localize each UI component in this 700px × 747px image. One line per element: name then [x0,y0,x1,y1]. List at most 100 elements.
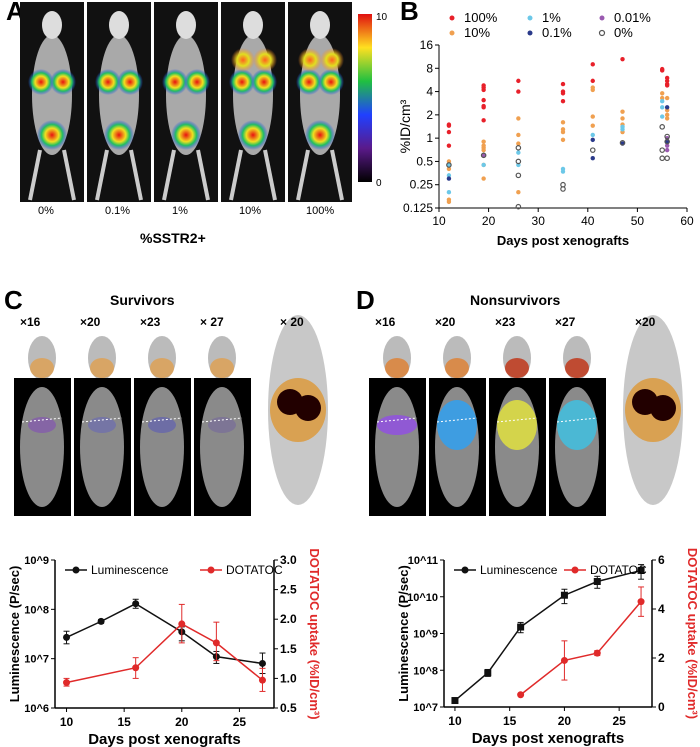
data-point [560,91,566,96]
data-point [212,639,220,647]
mouse-skull [109,11,129,39]
mouse-leg [28,149,42,201]
legend-label: 0.1% [542,25,572,40]
magnification-label: ×16 [20,315,41,329]
bladder-uptake [104,120,134,150]
x-tick-label: 25 [233,715,247,729]
tumor-margin-line [81,417,123,423]
data-point [659,147,666,153]
data-point [481,176,486,181]
data-point [515,203,522,210]
kidney-uptake [95,69,121,95]
data-point [515,145,522,151]
y-tick-label: 1 [426,131,433,145]
x-tick-label: 40 [581,214,595,228]
legend-label: 10% [464,25,490,40]
y-axis-label: Luminescence (P/sec) [396,565,411,702]
small-mouse-uptake [210,358,234,378]
y-tick-label: 16 [420,38,434,52]
mouse-leg [229,149,243,201]
panel-a-pet-images: 10 0 [20,2,388,202]
y-tick-label: 10^9 [24,555,49,567]
data-point [446,162,452,168]
y-tick-label: 2 [426,108,433,122]
data-point [664,139,670,144]
y-axis-label: Luminescence (P/sec) [7,566,22,703]
data-point [589,147,596,153]
luminescence-signal [437,400,477,450]
data-point [481,87,486,93]
data-point [590,87,595,93]
bladder-uptake [171,120,201,150]
data-point [660,105,665,110]
mouse-leg [296,149,310,201]
group-label: 0% [38,205,54,217]
tumor-uptake [320,48,344,72]
x-tick-label: 10 [432,214,446,228]
kidney-uptake [50,69,76,95]
data-point [481,139,486,144]
x-tick-label: 25 [612,714,626,728]
data-point [481,147,486,153]
legend-marker [449,30,455,36]
kidney-uptake [184,69,210,95]
x-tick-label: 20 [482,214,496,228]
y-axis-label: %ID/cm³ [397,99,413,153]
data-point [664,143,670,148]
data-point [446,143,452,148]
data-point [516,150,521,155]
panel-a-xlabel: %SSTR2+ [140,230,206,246]
data-point [560,81,566,87]
data-point [178,620,186,628]
pet-mouse-image [154,2,218,202]
data-point [446,166,452,172]
data-point [481,153,486,158]
tumor-margin-line [141,417,183,423]
kidney-uptake [117,69,143,95]
x-tick-label: 10 [60,715,74,729]
pet-mouse-image [288,2,352,202]
data-point [515,172,522,179]
data-point [481,105,486,110]
panel-cd-imaging [14,315,683,516]
bladder-uptake [238,120,268,150]
data-point [593,649,601,657]
legend-label: Luminescence [91,563,169,577]
data-point [619,140,626,146]
data-point [446,173,452,178]
x-axis-label: Days post xenografts [88,731,241,747]
y2-tick-label: 2.0 [280,612,297,626]
group-label: 0.1% [105,205,131,217]
data-point [516,141,521,146]
x-axis-label: Days post xenografts [472,730,625,747]
tumor-margin-line [436,417,478,423]
data-point [132,600,140,608]
data-point [63,679,71,687]
x-tick-label: 30 [532,214,546,228]
data-point [660,68,665,73]
legend-label: 0.01% [614,10,651,25]
data-point [480,152,487,159]
small-mouse-uptake [30,358,54,378]
legend-label: 1% [542,10,561,25]
mouse-leg [263,149,277,201]
data-point [659,124,666,130]
luminescence-signal [377,415,417,435]
data-point [481,118,486,123]
legend-marker [598,29,606,37]
mouse-skull [243,11,263,39]
y2-tick-label: 2.5 [280,583,297,597]
kidney-uptake [318,69,344,95]
data-point [516,78,521,84]
bladder-uptake [37,120,67,150]
legend-label: 100% [464,10,498,25]
small-mouse-uptake [150,358,174,378]
data-point [590,114,595,119]
data-point [451,697,459,705]
y-tick-label: 0.5 [416,154,433,168]
colorbar-max: 10 [376,12,388,23]
data-point [590,156,595,161]
panel-label-b: B [400,0,419,26]
data-point [660,99,665,104]
